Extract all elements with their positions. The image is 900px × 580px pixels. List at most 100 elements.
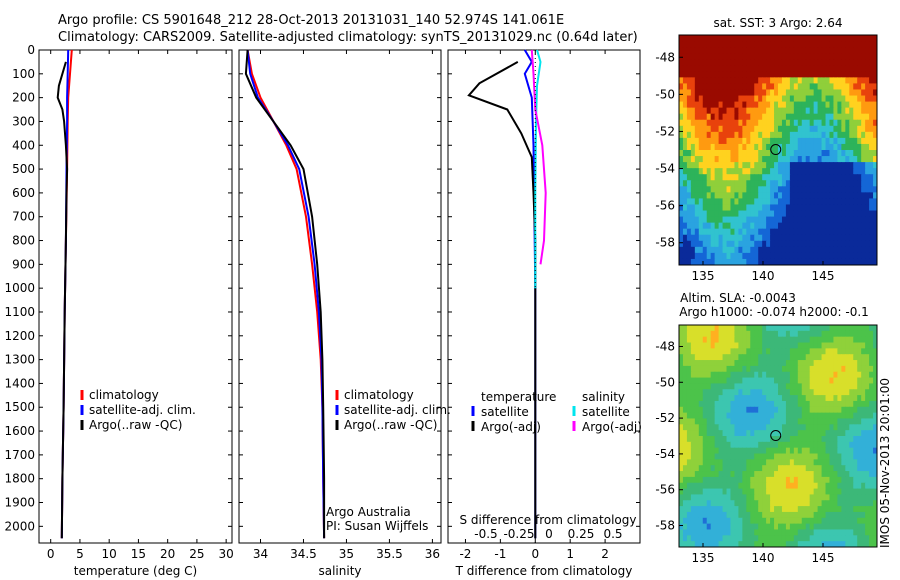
map-cell xyxy=(702,482,708,490)
map-cell xyxy=(766,436,771,443)
map-cell xyxy=(825,365,831,373)
map-cell xyxy=(837,107,842,115)
map-cell xyxy=(722,517,728,525)
map-cell xyxy=(690,412,696,420)
map-cell xyxy=(813,174,819,181)
map-cell xyxy=(734,59,739,66)
map-cell xyxy=(742,137,747,145)
map-cell xyxy=(710,174,716,181)
map-cell xyxy=(778,517,783,525)
map-cell xyxy=(734,441,739,449)
x-axis-label: salinity xyxy=(318,564,361,578)
map-cell xyxy=(682,406,688,414)
map-cell xyxy=(679,216,684,224)
map-cell xyxy=(690,131,696,139)
map-cell xyxy=(861,41,866,48)
map-cell xyxy=(821,418,827,425)
map-cell xyxy=(710,228,716,236)
map-cell xyxy=(750,162,755,169)
map-cell xyxy=(825,471,831,478)
map-cell xyxy=(774,150,779,157)
map-cell xyxy=(813,406,819,414)
map-cell xyxy=(861,471,866,478)
map-cell xyxy=(750,389,755,396)
map-cell xyxy=(730,240,736,248)
map-cell xyxy=(833,476,838,484)
map-cell xyxy=(762,348,767,355)
map-cell xyxy=(861,47,866,54)
map-cell xyxy=(770,65,775,72)
map-cell xyxy=(682,71,688,78)
map-cell xyxy=(754,210,759,218)
map-cell xyxy=(742,506,747,513)
map-cell xyxy=(865,252,870,260)
map-cell xyxy=(861,180,866,187)
map-cell xyxy=(841,365,846,373)
map-cell xyxy=(801,325,807,332)
map-cell xyxy=(837,156,842,163)
map-cell xyxy=(718,336,724,344)
map-cell xyxy=(774,137,779,145)
map-cell xyxy=(841,107,846,115)
map-cell xyxy=(821,258,827,265)
map-cell xyxy=(797,400,803,408)
map-cell xyxy=(742,216,747,224)
map-cell xyxy=(873,511,877,519)
map-cell xyxy=(734,113,739,121)
map-cell xyxy=(702,348,708,355)
map-cell xyxy=(774,35,779,42)
map-cell xyxy=(837,436,842,443)
map-cell xyxy=(829,500,835,507)
map-cell xyxy=(853,143,858,151)
map-cell xyxy=(698,453,704,460)
map-cell xyxy=(821,360,827,367)
map-cell xyxy=(793,192,799,200)
map-cell xyxy=(702,441,708,449)
map-cell xyxy=(785,424,791,431)
map-cell xyxy=(809,330,815,338)
map-cell xyxy=(805,511,811,519)
map-cell xyxy=(841,234,846,242)
map-cell xyxy=(857,240,862,248)
map-cell xyxy=(825,354,831,361)
map-cell xyxy=(762,418,767,425)
map-cell xyxy=(809,471,815,478)
map-cell xyxy=(861,35,866,42)
y-tick-label: 0 xyxy=(27,43,35,57)
map-cell xyxy=(797,246,803,254)
map-cell xyxy=(797,41,803,48)
map-cell xyxy=(762,59,767,66)
map-cell xyxy=(722,198,728,206)
map-cell xyxy=(793,180,799,187)
map-cell xyxy=(813,400,819,408)
map-cell xyxy=(785,252,791,260)
map-cell xyxy=(750,523,755,531)
map-cell xyxy=(774,53,779,60)
map-cell xyxy=(738,476,743,484)
map-cell xyxy=(698,336,704,344)
map-cell xyxy=(821,113,827,121)
map-cell xyxy=(845,240,850,248)
map-cell xyxy=(845,41,850,48)
map-cell xyxy=(690,252,696,260)
map-cell xyxy=(829,430,835,437)
map-cell xyxy=(865,59,870,66)
map-cell xyxy=(809,500,815,507)
map-cell xyxy=(694,365,700,373)
map-cell xyxy=(789,412,795,420)
map-cell xyxy=(726,228,732,236)
map-cell xyxy=(829,330,835,338)
map-cell xyxy=(865,137,870,145)
map-cell xyxy=(746,511,751,519)
map-cell xyxy=(726,447,732,455)
map-cell xyxy=(762,535,767,542)
map-cell xyxy=(762,494,767,501)
map-cell xyxy=(825,453,831,460)
map-cell xyxy=(778,400,783,408)
map-cell xyxy=(766,406,771,414)
map-cell xyxy=(714,246,720,254)
map-cell xyxy=(833,400,838,408)
map-cell xyxy=(833,143,838,151)
map-cell xyxy=(730,59,736,66)
map-cell xyxy=(679,365,684,373)
